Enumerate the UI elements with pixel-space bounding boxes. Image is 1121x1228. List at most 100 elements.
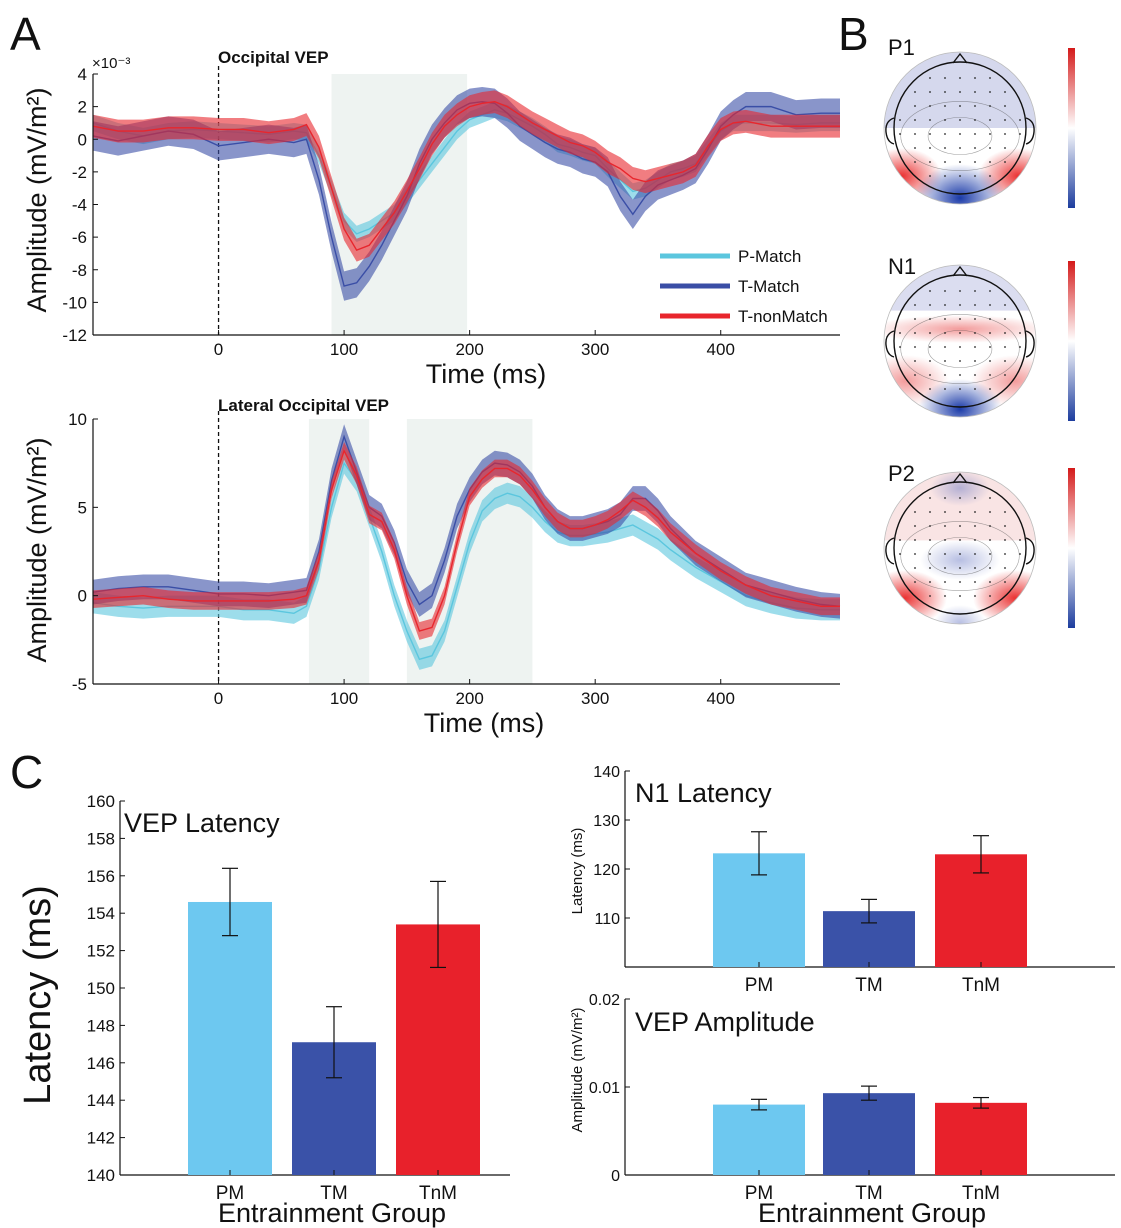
vep_latency-y-tick-label: 154: [87, 904, 115, 923]
topomap-electrode: [914, 304, 916, 306]
topomap-electrode: [944, 290, 946, 292]
topomap-electrode: [959, 133, 961, 135]
topomap-electrode: [959, 511, 961, 513]
occipital-x-tick-label: 200: [455, 340, 483, 359]
vep_latency-y-tick-label: 146: [87, 1054, 115, 1073]
topomap-electrode: [959, 318, 961, 320]
topomap-electrode: [929, 525, 931, 527]
topomap-electrode: [929, 304, 931, 306]
topomap-electrode: [944, 105, 946, 107]
topomap-electrode: [944, 318, 946, 320]
topomap-left-ear: [885, 330, 895, 358]
topomap-electrode: [989, 360, 991, 362]
topomap-electrode: [974, 595, 976, 597]
topomap-red-band: [884, 315, 1036, 343]
lateral-x-tick-label: 200: [455, 689, 483, 708]
topomap-electrode: [944, 147, 946, 149]
topomap-electrode: [1004, 581, 1006, 583]
topomap-outer-ring: [883, 471, 1037, 625]
topomap-electrode: [959, 525, 961, 527]
topomap-electrode: [1019, 332, 1021, 334]
topomap-electrode: [944, 77, 946, 79]
vep-latency-ylabel: Latency (ms): [17, 885, 59, 1105]
topomap-electrode: [974, 346, 976, 348]
vep_amplitude-x-tick-label: PM: [745, 1183, 774, 1204]
topomap-electrode: [974, 332, 976, 334]
topomap-electrode: [989, 346, 991, 348]
topomap-electrode: [974, 77, 976, 79]
topomap-electrode: [959, 147, 961, 149]
topomap-electrode: [1004, 318, 1006, 320]
topomap-electrode: [989, 567, 991, 569]
topomap-electrode: [989, 581, 991, 583]
chart-marks-layer: 420-2-4-6-8-10-120 100 200 300 400P-MatchT-M…: [62, 48, 1115, 1204]
topomap-electrode: [974, 360, 976, 362]
topomap-electrode: [989, 77, 991, 79]
vep_amplitude-y-tick-label: 0.02: [589, 992, 620, 1009]
legend-label-t-nonmatch: T-nonMatch: [738, 307, 828, 326]
topomap-electrode: [929, 147, 931, 149]
topomap-contour: [927, 117, 993, 155]
occipital-title: Occipital VEP: [218, 48, 329, 67]
topomap-electrode: [959, 539, 961, 541]
topomap-blue-blob: [914, 164, 1006, 204]
lateral-xlabel: Time (ms): [424, 708, 544, 738]
topomap-electrode: [974, 539, 976, 541]
topomap-electrode: [929, 360, 931, 362]
topomap-electrode: [989, 304, 991, 306]
topomap-electrode: [1019, 133, 1021, 135]
topomap-electrode: [1004, 119, 1006, 121]
topomap-electrode: [1004, 539, 1006, 541]
occipital-y-tick-label: -10: [62, 293, 87, 312]
topomap-electrode: [929, 77, 931, 79]
lateral-ylabel: Amplitude (mV/m²): [22, 437, 52, 662]
topomap-electrode: [914, 374, 916, 376]
topomap-electrode: [1004, 147, 1006, 149]
n1_latency-y-tick-label: 140: [593, 764, 620, 781]
vep_latency-y-tick-label: 144: [87, 1091, 115, 1110]
vep_latency-y-tick-label: 150: [87, 979, 115, 998]
topomap-electrode: [959, 332, 961, 334]
vep-amplitude-xlabel: Entrainment Group: [758, 1198, 986, 1228]
topomap-electrode: [989, 133, 991, 135]
topomap-red-blob: [973, 570, 1036, 624]
topomap-electrode: [914, 133, 916, 135]
topomap-electrode: [929, 581, 931, 583]
topomap-electrode: [944, 304, 946, 306]
topomap-right-ear: [1025, 537, 1035, 565]
topomap-electrode: [974, 388, 976, 390]
topomap-electrode: [989, 388, 991, 390]
topomap-electrode: [929, 318, 931, 320]
topomap-electrode: [944, 553, 946, 555]
topomap-electrode: [959, 175, 961, 177]
topomap-electrode: [944, 374, 946, 376]
lateral-y-tick-label: 5: [78, 498, 87, 517]
topomap-head-outline: [893, 274, 1027, 408]
vep_latency-chart: PM TM TnM 140 142 144 146 148 150 152 154 156 158 160: [87, 792, 510, 1204]
topomap-electrode: [989, 91, 991, 93]
vep_latency-x-tick-label: PM: [216, 1183, 245, 1204]
topomap-electrode: [959, 581, 961, 583]
topomap-electrode: [914, 91, 916, 93]
topomap-electrode: [1004, 91, 1006, 93]
topomap-electrode: [929, 133, 931, 135]
topomap-electrode: [1019, 119, 1021, 121]
legend-label-p-match: P-Match: [738, 247, 801, 266]
topomap-electrode: [944, 525, 946, 527]
lateral-x-tick-label: 0: [214, 689, 223, 708]
topomap-electrode: [989, 147, 991, 149]
n1_latency-y-tick-label: 110: [594, 911, 620, 928]
lateral-y-tick-label: 10: [68, 410, 87, 429]
occipital-x-tick-label: 0: [214, 340, 223, 359]
occipital-ylabel: Amplitude (mV/m²): [22, 87, 52, 312]
vep_latency-x-tick-label: TM: [320, 1183, 347, 1204]
topomap-electrode: [944, 539, 946, 541]
lateral-title: Lateral Occipital VEP: [218, 396, 389, 415]
topomap-electrode: [989, 290, 991, 292]
topomap-electrode: [899, 332, 901, 334]
topomap-electrode: [974, 91, 976, 93]
topomap-electrode: [944, 581, 946, 583]
n1_latency-x-tick-label: TnM: [962, 975, 1000, 996]
occipital-y-tick-label: -8: [72, 261, 87, 280]
